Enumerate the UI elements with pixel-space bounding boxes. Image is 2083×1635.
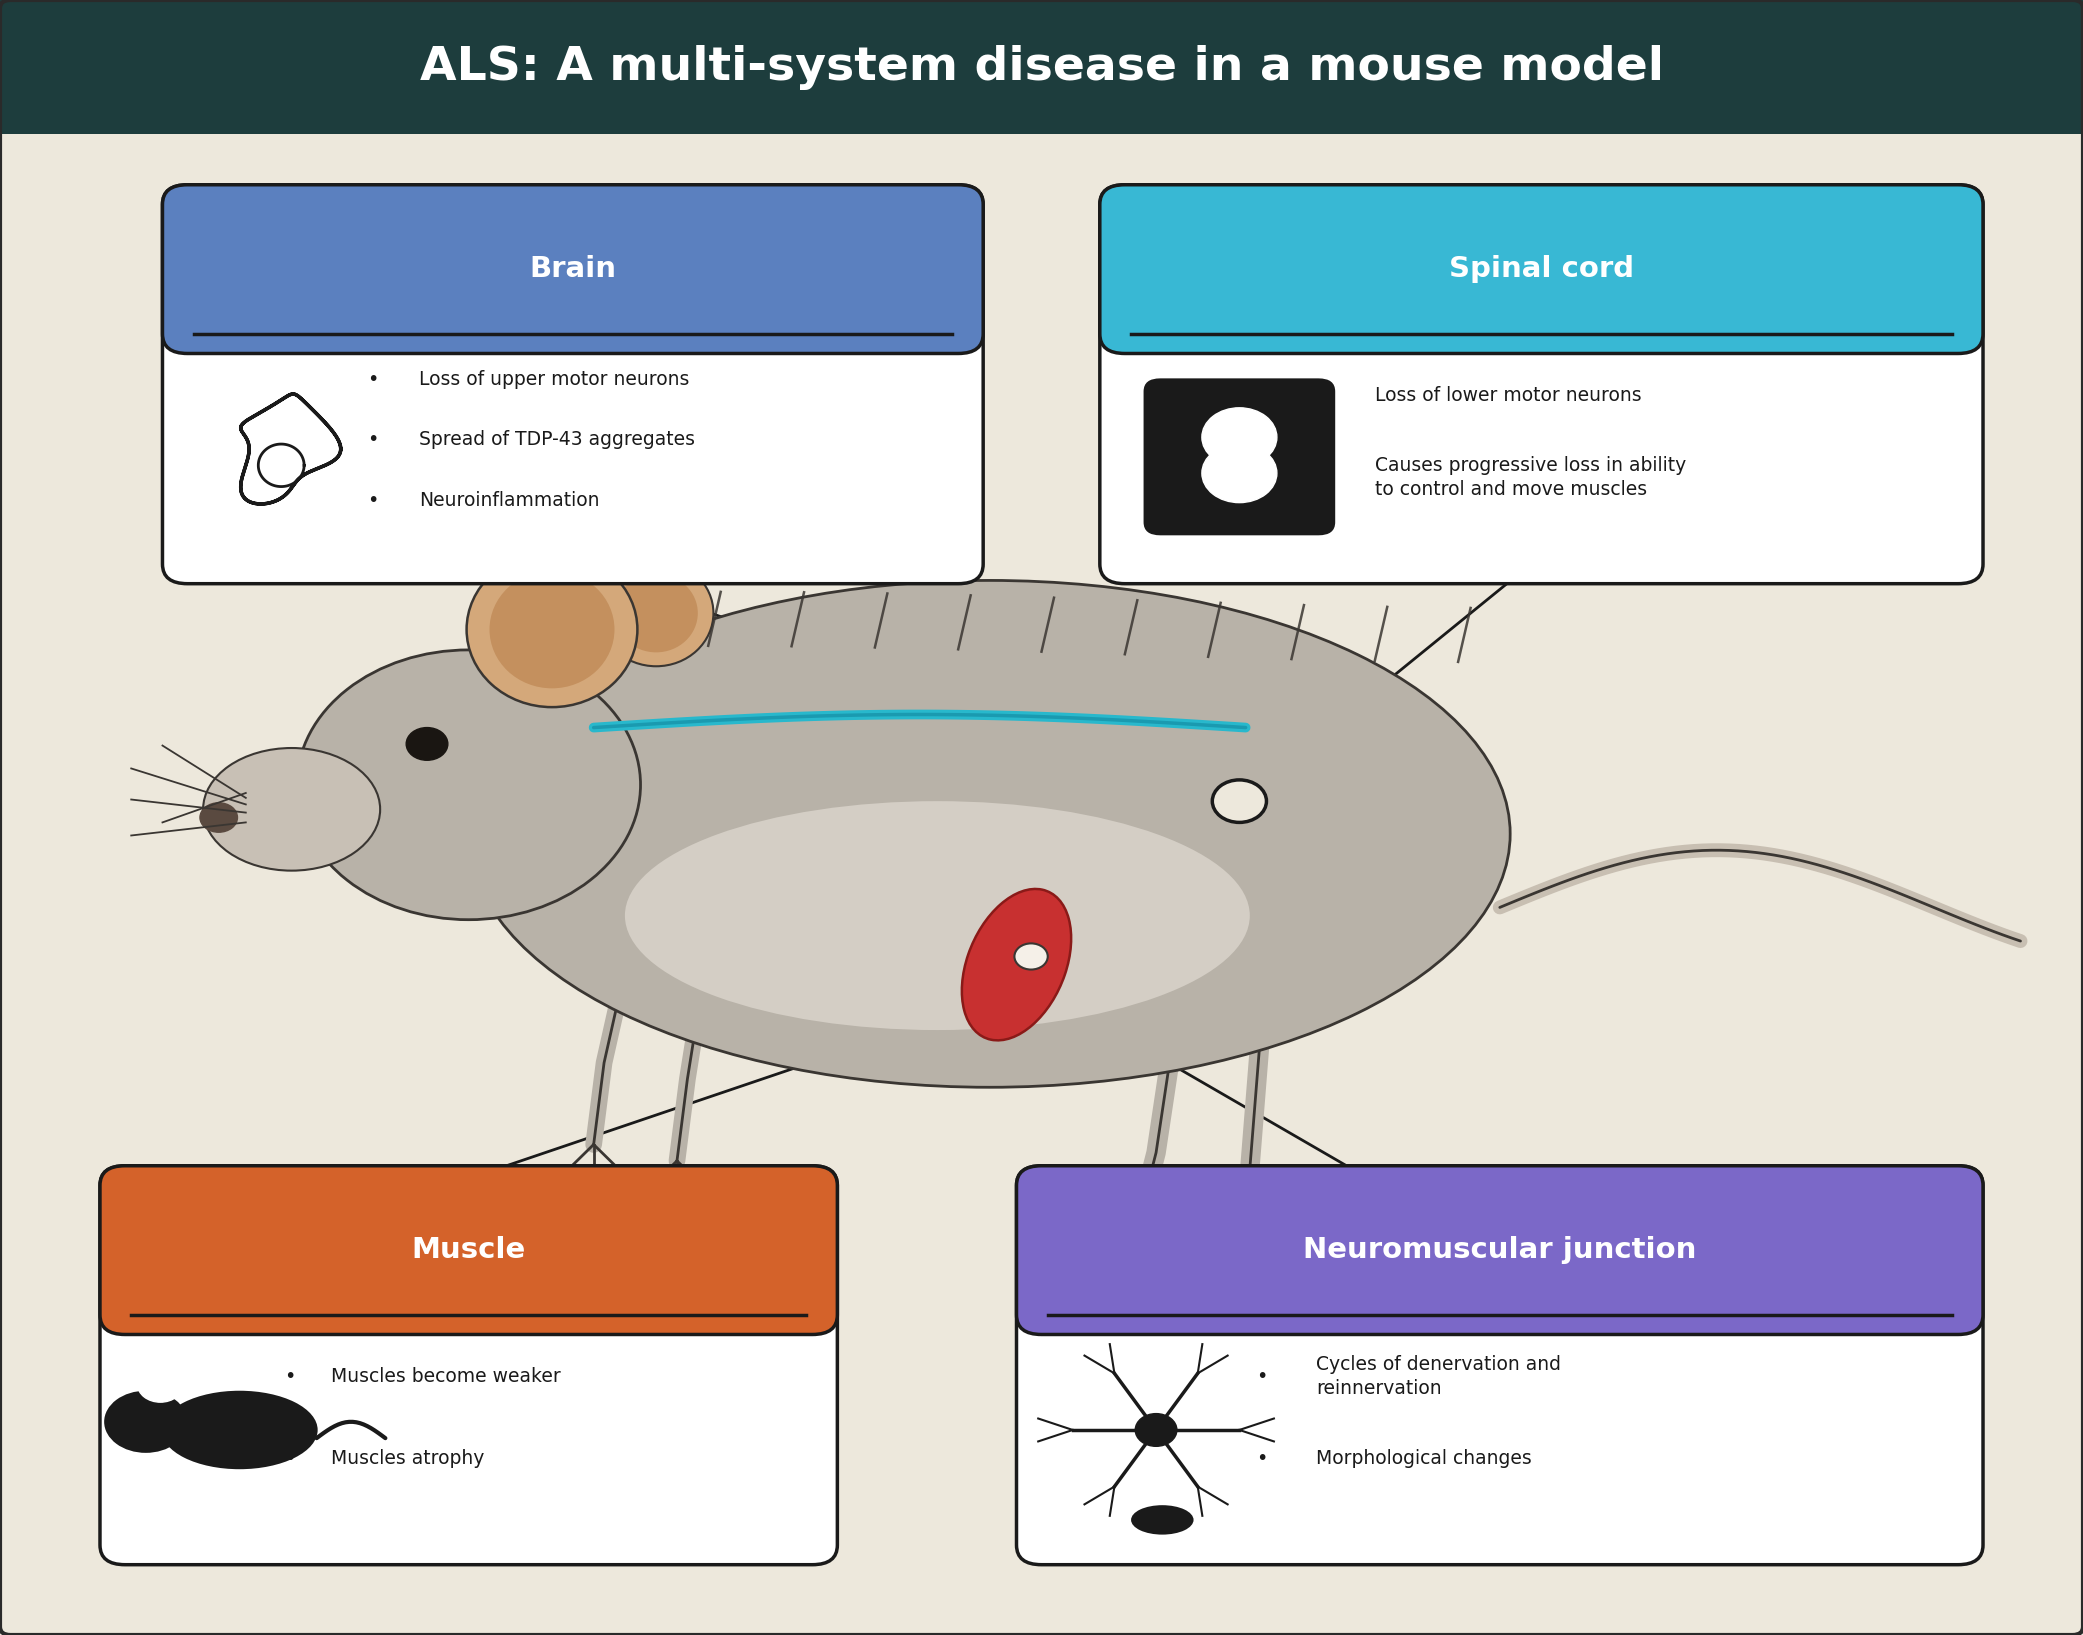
- Text: Brain: Brain: [529, 255, 617, 283]
- Ellipse shape: [104, 1391, 187, 1454]
- Bar: [192, 270, 954, 334]
- Bar: [1046, 1251, 1954, 1315]
- Text: •: •: [367, 430, 379, 450]
- Text: Spinal cord: Spinal cord: [1450, 255, 1633, 283]
- Circle shape: [200, 803, 237, 832]
- Text: •: •: [1256, 1449, 1266, 1468]
- FancyBboxPatch shape: [100, 1166, 837, 1334]
- Bar: [129, 1251, 808, 1315]
- Ellipse shape: [490, 571, 614, 688]
- Circle shape: [1202, 443, 1277, 502]
- FancyBboxPatch shape: [100, 1166, 837, 1565]
- Bar: [1129, 270, 1954, 334]
- FancyBboxPatch shape: [1100, 185, 1983, 353]
- Ellipse shape: [1131, 1506, 1194, 1535]
- Text: Cycles of denervation and
reinnervation: Cycles of denervation and reinnervation: [1316, 1355, 1562, 1398]
- Text: Causes progressive loss in ability
to control and move muscles: Causes progressive loss in ability to co…: [1375, 456, 1685, 499]
- Ellipse shape: [625, 801, 1250, 1030]
- FancyBboxPatch shape: [1144, 378, 1335, 535]
- FancyBboxPatch shape: [1017, 1166, 1983, 1334]
- Text: Neuromuscular junction: Neuromuscular junction: [1304, 1236, 1696, 1264]
- Text: Muscles become weaker: Muscles become weaker: [331, 1367, 560, 1386]
- Text: Loss of lower motor neurons: Loss of lower motor neurons: [1375, 386, 1641, 405]
- Ellipse shape: [962, 889, 1071, 1040]
- Text: •: •: [367, 370, 379, 389]
- Ellipse shape: [202, 747, 379, 870]
- Text: •: •: [1319, 386, 1331, 405]
- Text: ALS: A multi-system disease in a mouse model: ALS: A multi-system disease in a mouse m…: [419, 44, 1664, 90]
- Ellipse shape: [296, 649, 642, 919]
- Bar: [0, 0, 2083, 134]
- Text: Neuroinflammation: Neuroinflammation: [419, 490, 600, 510]
- Text: •: •: [283, 1449, 296, 1468]
- Text: •: •: [367, 490, 379, 510]
- FancyBboxPatch shape: [1100, 185, 1983, 584]
- Text: Muscle: Muscle: [412, 1236, 525, 1264]
- FancyBboxPatch shape: [1017, 1166, 1983, 1565]
- Ellipse shape: [614, 574, 698, 652]
- Ellipse shape: [469, 580, 1510, 1087]
- Circle shape: [1212, 780, 1266, 822]
- Ellipse shape: [600, 559, 712, 667]
- Text: Spread of TDP-43 aggregates: Spread of TDP-43 aggregates: [419, 430, 696, 450]
- Circle shape: [1014, 943, 1048, 970]
- Ellipse shape: [162, 1391, 317, 1470]
- Text: •: •: [1256, 1367, 1266, 1386]
- Circle shape: [406, 728, 448, 760]
- Text: •: •: [283, 1367, 296, 1386]
- Text: Loss of upper motor neurons: Loss of upper motor neurons: [419, 370, 689, 389]
- Text: Muscles atrophy: Muscles atrophy: [331, 1449, 485, 1468]
- Text: •: •: [1319, 468, 1331, 487]
- Circle shape: [1202, 407, 1277, 466]
- Circle shape: [137, 1367, 183, 1403]
- Ellipse shape: [467, 553, 637, 706]
- Circle shape: [1135, 1414, 1177, 1447]
- FancyBboxPatch shape: [162, 185, 983, 353]
- Text: Morphological changes: Morphological changes: [1316, 1449, 1533, 1468]
- FancyBboxPatch shape: [162, 185, 983, 584]
